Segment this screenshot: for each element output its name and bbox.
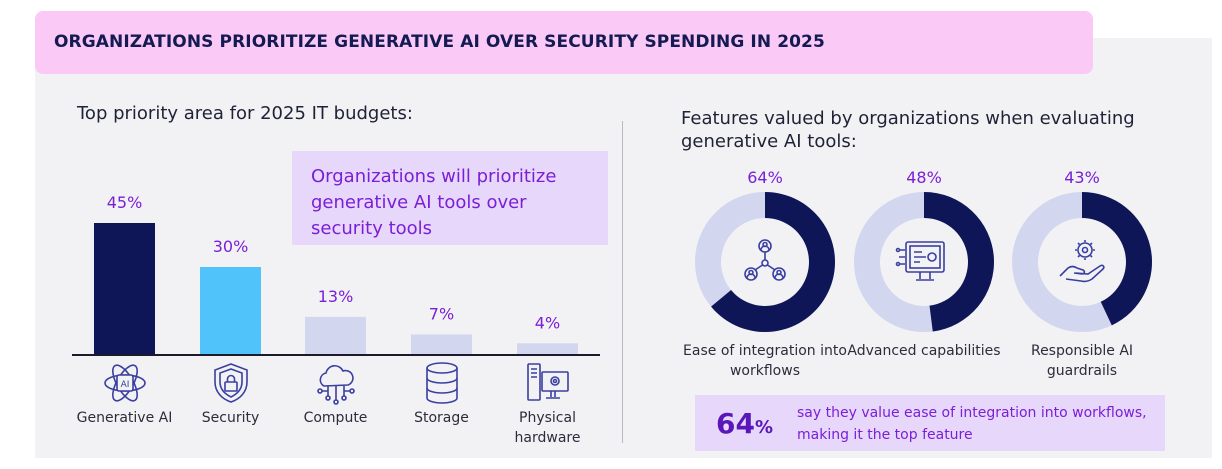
bar-chart: 45% 30% 13% 7% 4% xyxy=(72,193,600,356)
donut-segment xyxy=(924,191,995,332)
hand-gear-icon xyxy=(1052,232,1112,292)
bar-storage xyxy=(411,334,472,355)
cloud-network-icon xyxy=(313,360,359,406)
donut-segment xyxy=(1082,192,1152,326)
stat-callout-box xyxy=(695,395,1165,451)
bar-value-label: 30% xyxy=(213,237,249,256)
bar-category-label: Security xyxy=(201,410,260,426)
ai-processor-icon xyxy=(894,232,954,292)
bar-category-label: Physical hardware xyxy=(514,410,581,446)
bar-compute xyxy=(305,316,366,355)
donut-category-label: Responsible AI guardrails xyxy=(1030,343,1134,379)
shield-lock-icon xyxy=(208,360,254,406)
bar-value-label: 45% xyxy=(107,193,143,212)
svg-text:AI: AI xyxy=(120,380,129,390)
callout-box xyxy=(292,151,608,245)
bar-value-label: 4% xyxy=(535,313,560,332)
bar-physical-hardware xyxy=(517,343,578,355)
donut-chart-heading: Features valued by organizations when ev… xyxy=(681,108,1135,152)
section-divider xyxy=(622,121,623,443)
bar-generative-ai xyxy=(94,223,155,355)
ai-chip-icon: AI xyxy=(102,360,148,406)
stat-text: say they value ease of integration into … xyxy=(797,405,1147,443)
computer-hardware-icon xyxy=(525,360,571,406)
bar-category-label: Compute xyxy=(303,410,368,426)
page-title: ORGANIZATIONS PRIORITIZE GENERATIVE AI O… xyxy=(54,32,825,52)
donut-category-label: Ease of integration into workflows xyxy=(683,343,847,379)
bar-category-label: Storage xyxy=(414,410,469,426)
donut-category-label: Advanced capabilities xyxy=(847,343,1001,359)
donut-segment xyxy=(711,192,835,332)
bar-chart-heading: Top priority area for 2025 IT budgets: xyxy=(77,103,413,124)
database-icon xyxy=(419,360,465,406)
bar-value-label: 7% xyxy=(429,304,454,323)
people-network-icon xyxy=(735,232,795,292)
stat-number: 64% xyxy=(716,407,774,440)
donut-value-label: 48% xyxy=(906,168,942,187)
bar-security xyxy=(200,267,261,355)
donut-value-label: 64% xyxy=(747,168,783,187)
bar-value-label: 13% xyxy=(318,287,354,306)
title-banner xyxy=(35,11,1093,74)
donut-value-label: 43% xyxy=(1064,168,1100,187)
callout-text: Organizations will prioritize generative… xyxy=(311,166,557,239)
bar-category-label: Generative AI xyxy=(76,410,173,426)
